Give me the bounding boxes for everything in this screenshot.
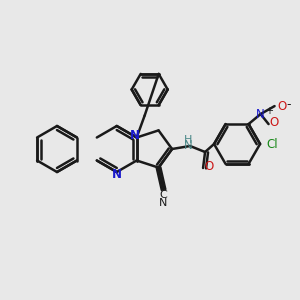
Text: Cl: Cl <box>266 137 278 151</box>
Text: O: O <box>269 116 278 129</box>
Text: N: N <box>184 139 192 152</box>
Text: O: O <box>277 100 286 112</box>
Text: +: + <box>265 106 273 116</box>
Text: N: N <box>256 108 265 121</box>
Text: N: N <box>159 198 168 208</box>
Text: C: C <box>160 190 167 200</box>
Text: N: N <box>112 167 122 181</box>
Text: -: - <box>286 98 291 111</box>
Text: H: H <box>184 135 192 145</box>
Text: N: N <box>130 129 140 142</box>
Text: O: O <box>204 160 214 172</box>
